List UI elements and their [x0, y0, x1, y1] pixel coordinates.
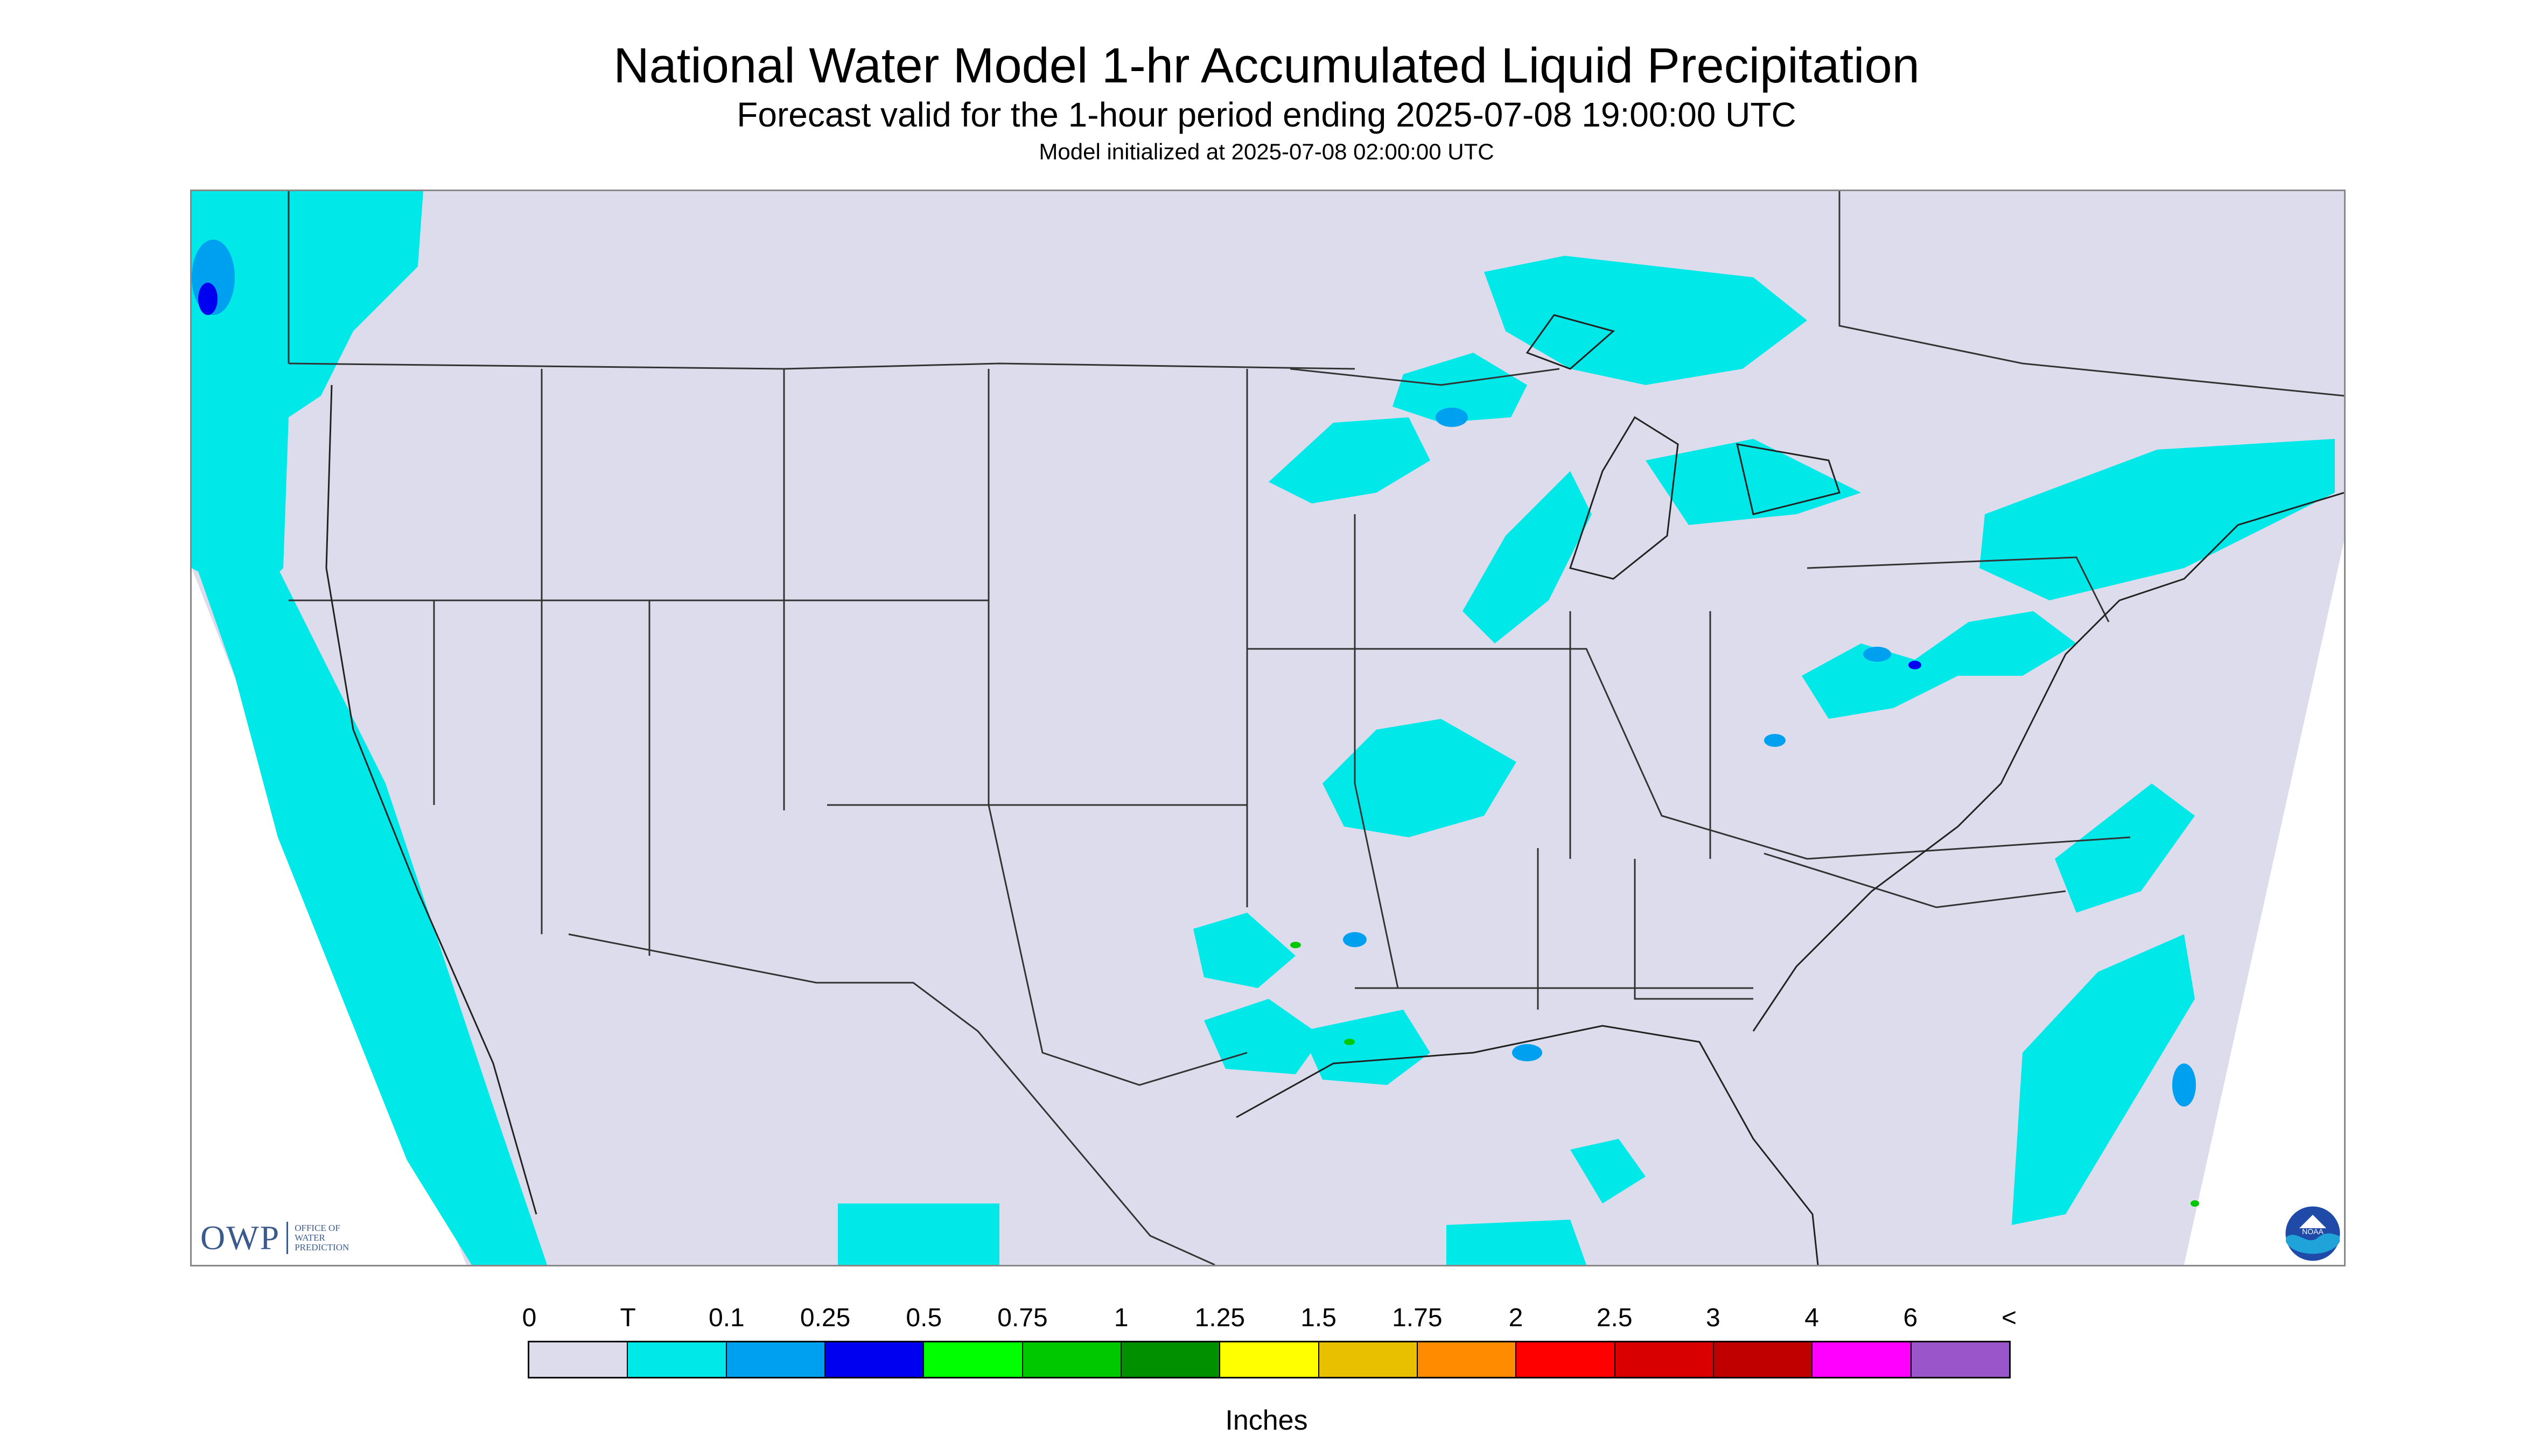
legend-label: T — [620, 1304, 636, 1332]
legend-label: 2.5 — [1596, 1304, 1633, 1332]
legend-swatch — [924, 1342, 1023, 1377]
legend-swatch — [1615, 1342, 1714, 1377]
legend-label: 1.25 — [1194, 1304, 1245, 1332]
legend-swatch — [1911, 1342, 2009, 1377]
svg-text:NOAA: NOAA — [2302, 1227, 2324, 1236]
legend-label: 0 — [522, 1304, 537, 1332]
legend-swatch — [1813, 1342, 1912, 1377]
legend-bar — [528, 1341, 2011, 1378]
legend-swatch — [1319, 1342, 1418, 1377]
map-subtitle: Forecast valid for the 1-hour period end… — [737, 95, 1796, 134]
legend-swatch — [1023, 1342, 1122, 1377]
legend-label: 6 — [1903, 1304, 1918, 1332]
owp-logo-mark: OWP — [200, 1219, 281, 1257]
legend-label: < — [2001, 1304, 2017, 1332]
noaa-logo: NOAA — [2284, 1205, 2342, 1263]
legend-label: 0.5 — [906, 1304, 942, 1332]
map-canvas — [192, 191, 2344, 1265]
legend-label: 0.1 — [709, 1304, 745, 1332]
legend-label: 1 — [1114, 1304, 1129, 1332]
owp-logo-text: OFFICE OF WATER PREDICTION — [295, 1223, 349, 1252]
legend-label: 4 — [1804, 1304, 1819, 1332]
owp-logo-divider — [286, 1222, 289, 1254]
color-legend: 0 T 0.1 0.25 0.5 0.75 1 1.25 1.5 1.75 2 2.5 3 4 6 < — [522, 1303, 2017, 1378]
legend-label: 0.25 — [800, 1304, 851, 1332]
map-title: National Water Model 1-hr Accumulated Li… — [613, 38, 1920, 93]
legend-swatch — [628, 1342, 727, 1377]
legend-label: 2 — [1508, 1304, 1523, 1332]
legend-label: 1.75 — [1392, 1304, 1443, 1332]
land-domain — [192, 191, 2344, 1265]
coastlines — [325, 314, 2344, 1265]
state-borders — [288, 362, 2131, 1265]
legend-swatch — [1417, 1342, 1517, 1377]
legend-swatch — [529, 1342, 628, 1377]
precipitation-map[interactable] — [190, 190, 2346, 1266]
legend-units: Inches — [1225, 1405, 1308, 1436]
precip-moderate — [198, 283, 1921, 669]
canada-border — [288, 191, 2344, 397]
owp-logo: OWP OFFICE OF WATER PREDICTION — [200, 1218, 359, 1258]
legend-labels: 0 T 0.1 0.25 0.5 0.75 1 1.25 1.5 1.75 2 2.5 3 4 6 < — [522, 1303, 2017, 1341]
legend-label: 0.75 — [997, 1304, 1048, 1332]
legend-swatch — [726, 1342, 825, 1377]
legend-label: 1.5 — [1300, 1304, 1337, 1332]
legend-swatch — [825, 1342, 925, 1377]
precip-trace — [192, 191, 2335, 1265]
legend-label: 3 — [1706, 1304, 1720, 1332]
legend-swatch — [1713, 1342, 1813, 1377]
precip-green — [1290, 942, 2199, 1207]
legend-swatch — [1516, 1342, 1615, 1377]
legend-swatch — [1220, 1342, 1319, 1377]
legend-swatch — [1121, 1342, 1221, 1377]
model-init-text: Model initialized at 2025-07-08 02:00:00… — [1039, 139, 1494, 164]
